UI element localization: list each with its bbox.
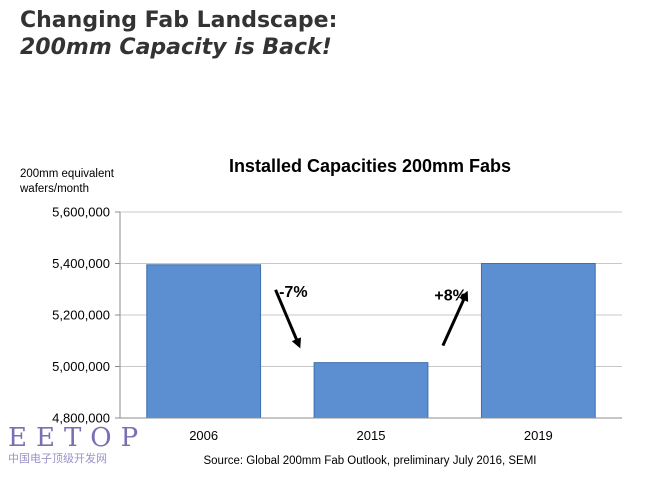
y-tick-label: 5,600,000 [52,205,110,220]
y-tick-label: 4,800,000 [52,411,110,426]
y-tick-label: 5,400,000 [52,256,110,271]
x-tick-label: 2006 [189,428,218,443]
y-axis-label: 200mm equivalent wafers/month [19,168,117,195]
y-tick-label: 5,000,000 [52,359,110,374]
bar-chart: Installed Capacities 200mm Fabs 200mm eq… [19,156,622,467]
chart-title: Installed Capacities 200mm Fabs [229,156,511,176]
eetop-watermark: EETOP 中国电子顶级开发网 [8,424,153,466]
slide-title-line1: Changing Fab Landscape: [20,8,338,33]
bar-2006 [146,264,262,419]
x-tick-label: 2019 [524,428,553,443]
slide-title-line2: 200mm Capacity is Back! [20,34,332,60]
y-tick-labels: 4,800,000 5,000,000 5,200,000 5,400,000 5,60… [52,205,110,426]
watermark-subtitle: 中国电子顶级开发网 [8,452,107,465]
axes [115,211,622,419]
annotations: -7% +8% [274,284,469,349]
y-axis-label-line2: wafers/month [19,183,89,195]
y-tick-label: 5,200,000 [52,308,110,323]
x-tick-labels: 2006 2015 2019 [189,428,553,443]
chart-container: Installed Capacities 200mm Fabs 200mm eq… [0,150,652,475]
bar-2019 [480,263,596,419]
annotation-label: -7% [279,284,307,301]
chart-source: Source: Global 200mm Fab Outlook, prelim… [203,455,536,467]
slide-title: Changing Fab Landscape: 200mm Capacity i… [20,8,337,62]
annotation-label: +8% [434,288,466,305]
arrow-up [441,290,469,347]
bar-2015 [313,362,429,419]
y-axis-label-line1: 200mm equivalent [20,168,115,180]
x-tick-label: 2015 [357,428,386,443]
watermark-logo-text: EETOP [8,423,148,453]
bars [146,263,596,419]
arrow-down [274,289,301,349]
